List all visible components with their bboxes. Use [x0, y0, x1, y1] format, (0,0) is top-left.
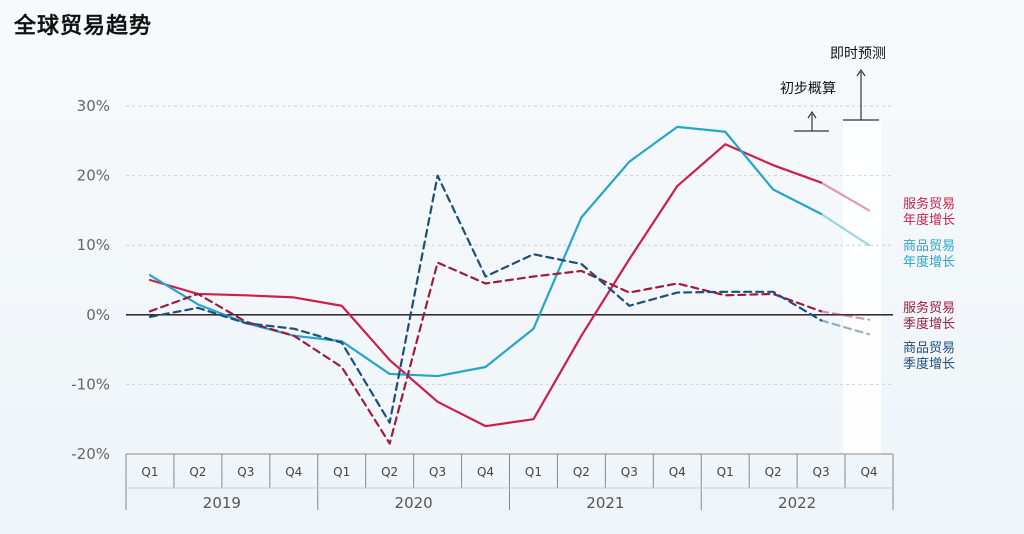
- y-tick-label: -20%: [71, 445, 110, 463]
- legend-label: 季度增长: [903, 316, 955, 332]
- year-label: 2021: [586, 494, 624, 512]
- series-line-nowcast: [819, 212, 871, 247]
- nowcast-arrow-head: [856, 68, 866, 77]
- series-line-nowcast: [819, 319, 871, 336]
- y-tick-label: 30%: [77, 97, 110, 115]
- x-tick-label: Q2: [765, 465, 782, 479]
- series-line-nowcast: [819, 181, 871, 212]
- x-tick-label: Q4: [477, 465, 494, 479]
- y-tick-label: -10%: [71, 375, 110, 393]
- x-tick-label: Q3: [237, 465, 254, 479]
- series-line: [148, 125, 823, 378]
- x-tick-label: Q1: [141, 465, 158, 479]
- series-line: [148, 174, 823, 424]
- preliminary-arrow-head: [807, 110, 817, 119]
- x-tick-label: Q4: [285, 465, 302, 479]
- y-tick-label: 10%: [77, 236, 110, 254]
- x-tick-label: Q1: [333, 465, 350, 479]
- y-tick-label: 20%: [77, 167, 110, 185]
- x-tick-label: Q4: [669, 465, 686, 479]
- x-tick-label: Q1: [525, 465, 542, 479]
- legend-label: 季度增长: [903, 356, 955, 372]
- y-tick-label: 0%: [86, 306, 110, 324]
- series-line: [148, 261, 823, 445]
- legend-label: 服务贸易: [903, 196, 955, 212]
- page-title: 全球贸易趋势: [14, 14, 153, 39]
- x-tick-label: Q3: [813, 465, 830, 479]
- x-tick-label: Q2: [573, 465, 590, 479]
- x-tick-label: Q3: [429, 465, 446, 479]
- legend-label: 年度增长: [903, 212, 955, 228]
- legend-label: 服务贸易: [903, 300, 955, 316]
- x-tick-label: Q2: [189, 465, 206, 479]
- year-label: 2022: [778, 494, 816, 512]
- legend-label: 商品贸易: [903, 239, 955, 254]
- x-tick-label: Q1: [717, 465, 734, 479]
- year-label: 2019: [203, 494, 241, 512]
- year-label: 2020: [395, 494, 433, 512]
- legend-label: 商品贸易: [903, 341, 955, 356]
- legend-label: 年度增长: [903, 254, 955, 270]
- x-tick-label: Q2: [381, 465, 398, 479]
- series-line: [148, 143, 823, 428]
- preliminary-label: 初步概算: [780, 80, 836, 97]
- nowcast-label: 即时预测: [830, 46, 886, 62]
- series-line-nowcast: [819, 310, 871, 321]
- x-tick-label: Q3: [621, 465, 638, 479]
- nowcast-highlight-band: [843, 120, 881, 455]
- x-tick-label: Q4: [860, 465, 877, 479]
